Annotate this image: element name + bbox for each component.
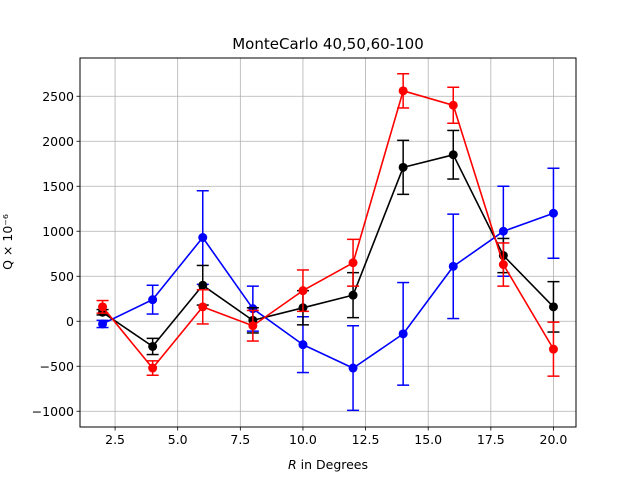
data-point bbox=[548, 344, 558, 354]
y-tick-label: 0 bbox=[66, 314, 74, 329]
tick-layer: 2.5 5.0 7.5 10.0 12.5 15.0 17.5 20.0 −1000 −500 0 5… bbox=[32, 89, 568, 447]
y-tick-label: −1000 bbox=[32, 404, 74, 419]
data-point bbox=[198, 280, 208, 290]
data-point bbox=[298, 340, 308, 350]
data-point bbox=[248, 321, 258, 331]
data-point bbox=[448, 150, 458, 160]
x-axis-label-variable: R bbox=[288, 457, 297, 472]
x-tick-label: 15.0 bbox=[414, 432, 442, 447]
data-point bbox=[298, 286, 308, 296]
data-point bbox=[148, 363, 158, 373]
data-point bbox=[148, 341, 158, 351]
data-point bbox=[398, 162, 408, 172]
x-axis-label: R in Degrees bbox=[288, 457, 368, 472]
data-point bbox=[98, 302, 108, 312]
data-point bbox=[498, 226, 508, 236]
data-point bbox=[348, 258, 358, 268]
y-tick-label: 2000 bbox=[42, 134, 74, 149]
x-axis-label-text: in Degrees bbox=[297, 457, 368, 472]
data-point bbox=[198, 233, 208, 243]
y-tick-label: 1500 bbox=[42, 179, 74, 194]
y-tick-label: 500 bbox=[50, 269, 74, 284]
x-tick-label: 5.0 bbox=[168, 432, 188, 447]
series-line bbox=[101, 90, 555, 369]
data-point bbox=[148, 295, 158, 305]
series-layer bbox=[96, 73, 560, 412]
y-tick-label: −500 bbox=[40, 359, 74, 374]
y-axis-label: Q × 10⁻⁶ bbox=[0, 214, 15, 270]
chart-title: MonteCarlo 40,50,60-100 bbox=[232, 35, 424, 53]
data-point bbox=[398, 329, 408, 339]
data-point bbox=[348, 363, 358, 373]
x-tick-label: 2.5 bbox=[105, 432, 125, 447]
data-point bbox=[448, 100, 458, 110]
series-2 bbox=[96, 73, 560, 377]
plot-frame bbox=[79, 57, 577, 428]
data-point bbox=[98, 319, 108, 329]
y-tick-label: 1000 bbox=[42, 224, 74, 239]
data-point bbox=[348, 290, 358, 300]
series-line bbox=[102, 154, 555, 348]
data-point bbox=[548, 302, 558, 312]
y-tick-label: 2500 bbox=[42, 89, 74, 104]
data-point bbox=[398, 86, 408, 96]
series-line bbox=[102, 212, 554, 369]
data-point bbox=[448, 261, 458, 271]
x-tick-label: 17.5 bbox=[477, 432, 505, 447]
data-point bbox=[198, 302, 208, 312]
x-tick-label: 7.5 bbox=[230, 432, 250, 447]
data-point bbox=[548, 208, 558, 218]
data-point bbox=[498, 260, 508, 270]
x-tick-label: 10.0 bbox=[289, 432, 317, 447]
x-tick-label: 20.0 bbox=[540, 432, 568, 447]
x-tick-label: 12.5 bbox=[352, 432, 380, 447]
series-0 bbox=[96, 167, 560, 412]
